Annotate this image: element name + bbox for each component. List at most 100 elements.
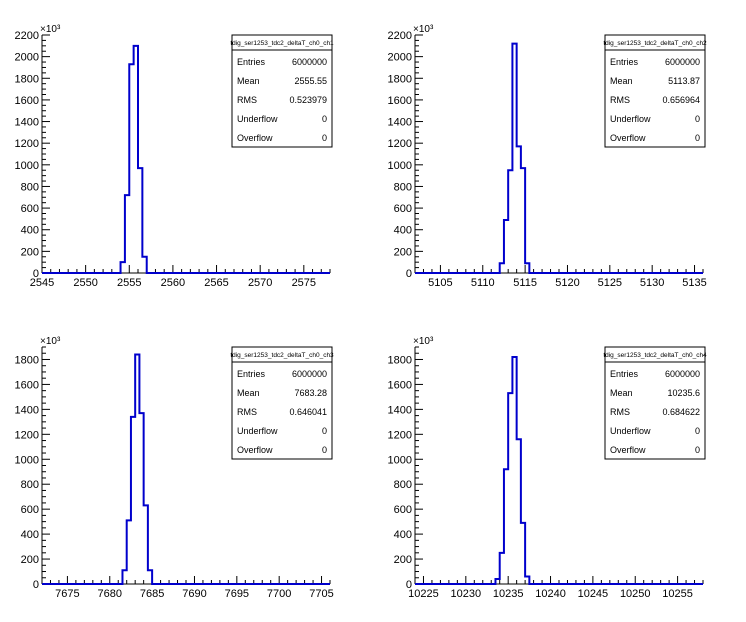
x-tick-label: 5125: [598, 277, 622, 289]
y-tick-label: 600: [21, 504, 39, 516]
stat-label: Overflow: [237, 133, 273, 143]
stat-value: 0: [322, 445, 327, 455]
stat-label: Overflow: [610, 445, 646, 455]
y-tick-label: 1800: [15, 73, 39, 85]
stat-value: 10235.6: [667, 388, 700, 398]
stat-value: 6000000: [292, 369, 327, 379]
stats-box: tdig_ser1253_tdc2_deltaT_ch0_ch1 Entries 6…: [230, 34, 334, 148]
y-tick-label: 800: [394, 181, 412, 193]
histogram-title: tdig_ser1253_tdc2_deltaT_ch0_ch4: [603, 352, 707, 359]
stat-label: Overflow: [610, 133, 646, 143]
y-tick-label: 1200: [388, 138, 412, 150]
x-tick-label: 7690: [182, 588, 206, 600]
stats-box: tdig_ser1253_tdc2_deltaT_ch0_ch4 Entries 6…: [603, 346, 707, 460]
stat-label: Entries: [610, 57, 639, 67]
x-tick-label: 5135: [682, 277, 706, 289]
x-tick-label: 10235: [493, 588, 524, 600]
stat-value: 7683.28: [294, 388, 327, 398]
y-tick-label: 200: [21, 246, 39, 258]
y-tick-label: 200: [394, 554, 412, 566]
stat-value: 0.523979: [289, 95, 327, 105]
y-tick-label: 0: [33, 579, 39, 591]
y-tick-label: 1000: [388, 160, 412, 172]
stat-value: 0.646041: [289, 407, 327, 417]
stat-label: Mean: [610, 388, 633, 398]
y-tick-label: 1400: [388, 117, 412, 129]
x-tick-label: 2575: [292, 277, 316, 289]
y-tick-label: 1400: [15, 404, 39, 416]
stat-value: 6000000: [665, 57, 700, 67]
x-tick-label: 10240: [535, 588, 566, 600]
stat-label: RMS: [237, 95, 257, 105]
stat-value: 0: [695, 114, 700, 124]
y-tick-label: 1200: [15, 138, 39, 150]
y-tick-label: 1800: [15, 354, 39, 366]
histogram-line: [42, 353, 330, 585]
y-tick-label: 800: [21, 181, 39, 193]
stats-box-frame: [604, 34, 706, 148]
stat-label: Underflow: [610, 426, 651, 436]
stat-label: RMS: [237, 407, 257, 417]
stat-value: 0: [322, 114, 327, 124]
stats-box-frame: [604, 346, 706, 460]
x-tick-label: 10225: [408, 588, 439, 600]
stat-value: 0.684622: [662, 407, 700, 417]
x-tick-label: 5105: [428, 277, 452, 289]
stat-label: Entries: [237, 57, 266, 67]
stat-label: Entries: [237, 369, 266, 379]
stat-value: 0: [695, 445, 700, 455]
histogram-title: tdig_ser1253_tdc2_deltaT_ch0_ch3: [230, 352, 334, 359]
x-tick-label: 5115: [513, 277, 537, 289]
y-tick-label: 400: [394, 225, 412, 237]
stat-label: Mean: [237, 388, 260, 398]
y-exponent-label: ×10³: [413, 24, 434, 35]
y-tick-label: 1000: [15, 454, 39, 466]
y-tick-label: 0: [406, 579, 412, 591]
x-tick-label: 10245: [578, 588, 609, 600]
stat-value: 0.656964: [662, 95, 700, 105]
x-tick-label: 2570: [248, 277, 272, 289]
y-tick-label: 1400: [15, 117, 39, 129]
y-tick-label: 800: [394, 479, 412, 491]
stat-value: 6000000: [292, 57, 327, 67]
stat-label: Underflow: [610, 114, 651, 124]
histogram-panel-1: 0 200 400 600 800 1000 1200 1400 1600 1800 2000 220…: [15, 24, 335, 289]
stats-box-frame: [231, 346, 333, 460]
histogram-panel-3: 0 200 400 600 800 1000 1200 1400 1600 1800 7675 768…: [15, 336, 335, 600]
y-tick-label: 800: [21, 479, 39, 491]
stat-value: 0: [322, 133, 327, 143]
y-exponent-label: ×10³: [40, 24, 61, 35]
stat-value: 0: [695, 133, 700, 143]
y-tick-label: 2000: [388, 52, 412, 64]
histogram-panel-4: 0 200 400 600 800 1000 1200 1400 1600 1800 10225 10…: [388, 336, 708, 600]
x-tick-label: 7680: [98, 588, 122, 600]
histogram-line: [415, 42, 703, 274]
stat-value: 6000000: [665, 369, 700, 379]
y-tick-label: 600: [394, 203, 412, 215]
x-tick-label: 10255: [662, 588, 693, 600]
stat-value: 0: [322, 426, 327, 436]
x-tick-label: 7685: [140, 588, 164, 600]
y-tick-label: 2200: [15, 30, 39, 42]
stat-label: Overflow: [237, 445, 273, 455]
y-tick-label: 600: [394, 504, 412, 516]
y-tick-label: 1000: [15, 160, 39, 172]
y-tick-label: 600: [21, 203, 39, 215]
y-tick-label: 1800: [388, 73, 412, 85]
histogram-line: [42, 44, 330, 274]
y-tick-label: 1000: [388, 454, 412, 466]
y-tick-label: 1800: [388, 354, 412, 366]
stat-label: Underflow: [237, 426, 278, 436]
stat-value: 0: [695, 426, 700, 436]
y-exponent-label: ×10³: [413, 336, 434, 347]
stat-label: Entries: [610, 369, 639, 379]
y-tick-label: 400: [394, 529, 412, 541]
histogram-panel-2: 0 200 400 600 800 1000 1200 1400 1600 1800 2000 220…: [388, 24, 708, 289]
y-tick-label: 400: [21, 225, 39, 237]
x-tick-label: 7700: [267, 588, 291, 600]
x-tick-label: 5130: [640, 277, 664, 289]
y-tick-label: 2200: [388, 30, 412, 42]
x-tick-label: 2555: [117, 277, 141, 289]
x-tick-label: 7695: [225, 588, 249, 600]
stats-box-frame: [231, 34, 333, 148]
